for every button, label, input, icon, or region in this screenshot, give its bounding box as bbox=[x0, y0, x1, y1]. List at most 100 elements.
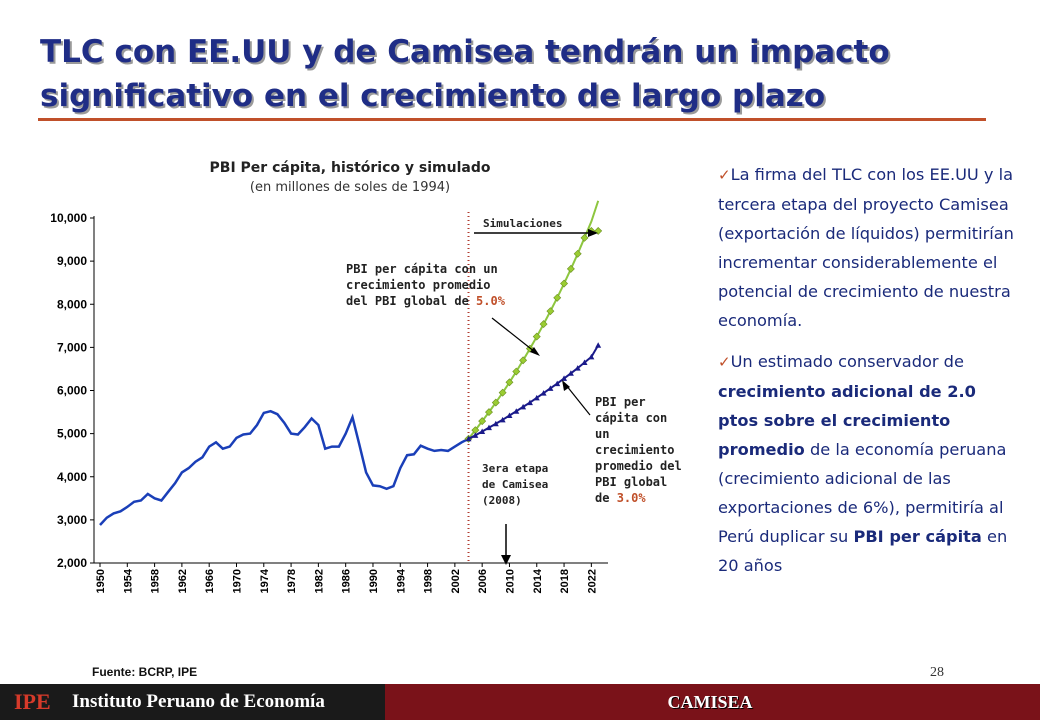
x-tick-label: 2022 bbox=[586, 569, 598, 593]
bullet-list: ✓La firma del TLC con los EE.UU y la ter… bbox=[718, 160, 1018, 592]
sim5-arrow-line bbox=[491, 317, 536, 353]
sim3-point bbox=[526, 399, 533, 406]
x-tick-label: 2002 bbox=[450, 569, 462, 593]
y-tick-label: 9,000 bbox=[57, 254, 87, 268]
x-tick-label: 1954 bbox=[122, 568, 134, 593]
sim3-point bbox=[472, 432, 479, 438]
sim3-point bbox=[513, 408, 520, 414]
sim3-point bbox=[581, 359, 588, 365]
sim5-point bbox=[485, 408, 493, 417]
bullet-2-text-c: en 20 años bbox=[718, 527, 1008, 575]
check-icon: ✓ bbox=[718, 353, 731, 371]
bullet-2-text-a: Un estimado conservador de bbox=[730, 352, 964, 371]
sim5-value: 5.0% bbox=[476, 294, 506, 308]
bullet-1: ✓La firma del TLC con los EE.UU y la ter… bbox=[718, 160, 1018, 335]
y-tick-label: 2,000 bbox=[57, 556, 87, 570]
x-tick-label: 1990 bbox=[368, 569, 380, 593]
x-tick-label: 1982 bbox=[313, 569, 325, 593]
camisea-arrow-head bbox=[501, 555, 511, 565]
chart-subtitle: (en millones de soles de 1994) bbox=[249, 180, 451, 195]
y-tick-label: 8,000 bbox=[57, 297, 87, 311]
series-historic bbox=[99, 409, 470, 526]
sim5-point bbox=[505, 378, 514, 387]
ipe-logo: IPE bbox=[14, 689, 51, 714]
sim3-point bbox=[554, 380, 561, 387]
sim5-label-line: del PBI global de 5.0% bbox=[346, 294, 506, 308]
sim3-point bbox=[595, 342, 602, 348]
check-icon: ✓ bbox=[718, 166, 731, 184]
camisea-label-line: de Camisea bbox=[482, 478, 548, 491]
bullet-2-bold-a: crecimiento adicional de 2.0 ptos sobre … bbox=[718, 382, 976, 459]
sim3-label-line: promedio del bbox=[595, 459, 682, 473]
sim3-point bbox=[588, 353, 595, 360]
y-tick-label: 6,000 bbox=[57, 384, 87, 398]
sim5-arrow-head bbox=[530, 347, 540, 356]
y-tick-label: 3,000 bbox=[57, 513, 87, 527]
sim5-point bbox=[519, 356, 528, 365]
bullet-1-text: La firma del TLC con los EE.UU y la terc… bbox=[718, 165, 1014, 330]
x-tick-label: 2010 bbox=[504, 569, 516, 593]
sim5-point bbox=[573, 249, 582, 258]
x-tick-label: 1986 bbox=[341, 569, 353, 593]
sim3-point bbox=[540, 390, 547, 396]
sim3-point bbox=[561, 375, 568, 381]
sim5-point bbox=[532, 332, 541, 341]
x-tick-label: 1966 bbox=[204, 569, 216, 593]
section-label: CAMISEA bbox=[667, 692, 753, 712]
y-tick-label: 7,000 bbox=[57, 340, 87, 354]
x-tick-label: 1974 bbox=[259, 568, 271, 593]
x-tick-label: 1950 bbox=[95, 569, 107, 593]
simulaciones-arrow-head bbox=[588, 229, 598, 237]
sim5-point bbox=[580, 233, 589, 242]
sim5-point bbox=[566, 264, 575, 273]
sim5-point bbox=[471, 426, 480, 435]
sim3-arrow-line bbox=[565, 384, 591, 416]
series-sim-5pct bbox=[467, 200, 600, 440]
x-tick-label: 1978 bbox=[286, 569, 298, 593]
simulaciones-label: Simulaciones bbox=[483, 217, 562, 230]
bullet-2-bold-b: PBI per cápita bbox=[853, 527, 982, 546]
camisea-label-line: 3era etapa bbox=[482, 462, 548, 475]
sim3-point bbox=[479, 428, 486, 434]
sim3-point bbox=[547, 385, 554, 391]
x-tick-label: 2018 bbox=[559, 569, 571, 593]
x-tick-label: 1994 bbox=[395, 568, 407, 593]
x-tick-label: 1998 bbox=[423, 569, 435, 593]
series-sim-3pct bbox=[468, 344, 600, 440]
sim5-point bbox=[546, 307, 555, 316]
sim3-value: 3.0% bbox=[617, 491, 647, 505]
sim3-point bbox=[520, 403, 527, 410]
footer-bar: IPE Instituto Peruano de Economía CAMISE… bbox=[0, 684, 1040, 720]
sim5-label-line: PBI per cápita con un bbox=[346, 262, 498, 276]
sim5-point bbox=[498, 388, 507, 397]
source-note: Fuente: BCRP, IPE bbox=[92, 665, 198, 679]
sim3-point bbox=[465, 435, 472, 442]
footer-brand: IPE Instituto Peruano de Economía bbox=[0, 684, 385, 720]
bullet-2: ✓Un estimado conservador de crecimiento … bbox=[718, 347, 1018, 580]
x-tick-label: 2006 bbox=[477, 569, 489, 593]
x-tick-label: 2014 bbox=[532, 568, 544, 593]
sim5-point bbox=[512, 367, 521, 376]
sim3-point bbox=[567, 370, 574, 376]
sim3-point bbox=[485, 424, 492, 431]
sim3-label-line: PBI per bbox=[595, 395, 646, 409]
x-tick-label: 1958 bbox=[150, 569, 162, 593]
institute-name: Instituto Peruano de Economía bbox=[72, 691, 325, 712]
sim3-label-line: de 3.0% bbox=[595, 491, 646, 505]
y-tick-label: 5,000 bbox=[57, 427, 87, 441]
camisea-label-line: (2008) bbox=[482, 494, 522, 507]
sim3-arrow-head bbox=[562, 380, 570, 391]
x-tick-label: 1970 bbox=[231, 569, 243, 593]
x-tick-label: 1962 bbox=[177, 569, 189, 593]
sim3-label-line: PBI global bbox=[595, 475, 667, 489]
chart-title: PBI Per cápita, histórico y simulado bbox=[209, 160, 491, 176]
sim5-point bbox=[560, 279, 569, 288]
sim3-point bbox=[574, 365, 581, 371]
slide-title: TLC con EE.UU y de Camisea tendrán un im… bbox=[40, 30, 1000, 118]
sim3-point bbox=[506, 412, 513, 419]
sim3-label-line: crecimiento bbox=[595, 443, 674, 457]
sim5-point bbox=[491, 398, 500, 407]
slide-title-line2: significativo en el crecimiento de largo… bbox=[40, 78, 826, 114]
y-tick-label: 10,000 bbox=[50, 211, 87, 225]
bullet-2-text-b: de la economía peruana (crecimiento adic… bbox=[718, 440, 1007, 546]
